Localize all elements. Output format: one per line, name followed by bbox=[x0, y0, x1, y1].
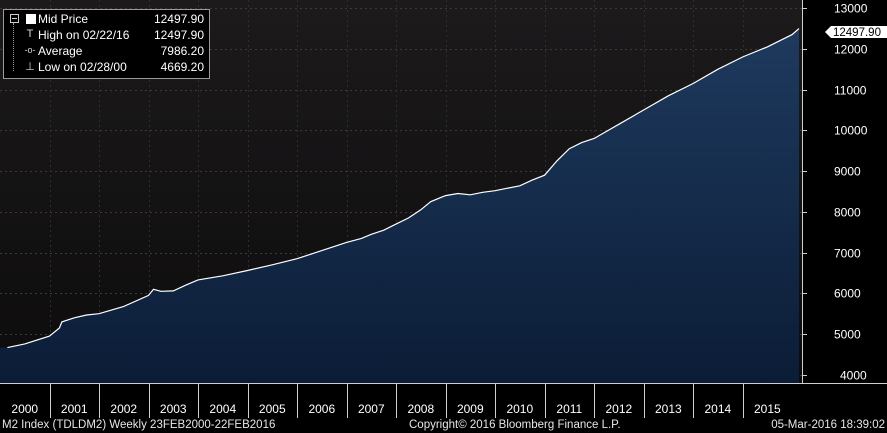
legend-item-mid-price[interactable]: Mid Price 12497.90 bbox=[4, 12, 209, 27]
legend: Mid Price 12497.90 T High on 02/22/16 12… bbox=[3, 9, 210, 79]
y-tick-label: 6000 bbox=[834, 287, 861, 301]
legend-label: Low on 02/28/00 bbox=[38, 60, 127, 74]
legend-item-average[interactable]: -o- Average 7986.20 bbox=[4, 44, 209, 59]
x-tick-label: 2009 bbox=[457, 402, 484, 416]
legend-value: 12497.90 bbox=[153, 12, 204, 26]
legend-label: High on 02/22/16 bbox=[38, 28, 130, 42]
x-tick-label: 2000 bbox=[11, 402, 38, 416]
x-tick-label: 2007 bbox=[358, 402, 385, 416]
high-marker-icon: T bbox=[26, 28, 34, 40]
legend-collapse-icon[interactable] bbox=[10, 14, 19, 23]
x-tick-label: 2001 bbox=[61, 402, 88, 416]
x-tick-label: 2003 bbox=[160, 402, 187, 416]
x-tick-label: 2008 bbox=[407, 402, 434, 416]
series-line-mid-price bbox=[7, 28, 800, 349]
y-axis-ticks: 4000 5000 6000 7000 8000 9000 10000 11000 12000 1… bbox=[802, 2, 868, 383]
last-price-label: 12497.90 bbox=[833, 27, 881, 39]
legend-label: Mid Price bbox=[38, 12, 89, 26]
y-tick-label: 11000 bbox=[834, 84, 867, 98]
y-tick-label: 13000 bbox=[834, 2, 868, 16]
y-tick-label: 8000 bbox=[834, 206, 861, 220]
series-area-mid-price bbox=[0, 28, 799, 383]
x-axis-band bbox=[0, 384, 887, 418]
x-tick-label: 2010 bbox=[506, 402, 533, 416]
x-axis-ticks: 2000 2001 2002 2003 2004 2005 2006 2007 2008 2009… bbox=[11, 384, 781, 418]
legend-item-low[interactable]: ⊥ Low on 02/28/00 4669.20 bbox=[4, 60, 209, 75]
footer-security-info: M2 Index (TDLDM2) Weekly 23FEB2000-22FEB… bbox=[2, 419, 276, 431]
x-tick-label: 2012 bbox=[605, 402, 632, 416]
low-marker-icon: ⊥ bbox=[25, 61, 35, 73]
x-tick-label: 2013 bbox=[655, 402, 682, 416]
legend-swatch-icon bbox=[26, 14, 36, 24]
legend-item-high[interactable]: T High on 02/22/16 12497.90 bbox=[4, 28, 209, 43]
y-tick-label: 12000 bbox=[834, 43, 868, 57]
y-tick-label: 7000 bbox=[834, 247, 861, 261]
average-marker-icon: -o- bbox=[24, 45, 36, 55]
x-tick-label: 2005 bbox=[259, 402, 286, 416]
y-tick-label: 5000 bbox=[834, 328, 861, 342]
legend-value: 12497.90 bbox=[153, 28, 204, 42]
footer-bar: M2 Index (TDLDM2) Weekly 23FEB2000-22FEB… bbox=[0, 418, 887, 433]
x-tick-label: 2014 bbox=[704, 402, 731, 416]
y-tick-label: 9000 bbox=[834, 165, 861, 179]
legend-value: 7986.20 bbox=[160, 44, 204, 58]
y-tick-label: 4000 bbox=[840, 369, 867, 383]
x-tick-label: 2004 bbox=[209, 402, 236, 416]
legend-label: Average bbox=[38, 44, 83, 58]
x-tick-label: 2006 bbox=[308, 402, 335, 416]
x-tick-label: 2015 bbox=[754, 402, 781, 416]
last-price-tag: 12497.90 bbox=[825, 26, 887, 39]
y-tick-label: 10000 bbox=[834, 124, 868, 138]
x-tick-label: 2011 bbox=[556, 402, 582, 416]
x-tick-label: 2002 bbox=[110, 402, 137, 416]
legend-tree-line bbox=[13, 23, 15, 71]
footer-copyright: Copyright© 2016 Bloomberg Finance L.P. bbox=[409, 419, 621, 431]
footer-timestamp: 05-Mar-2016 18:39:02 bbox=[771, 419, 885, 431]
legend-value: 4669.20 bbox=[160, 60, 204, 74]
